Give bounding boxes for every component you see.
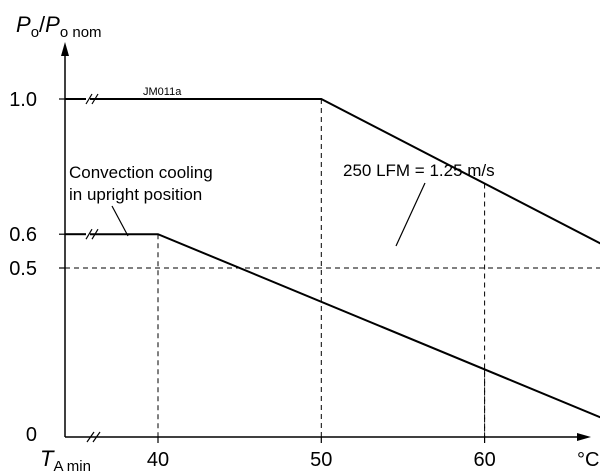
series-1-leader [395,182,426,247]
series-line-1 [90,98,600,245]
y-tick-label: 0.5 [9,258,37,280]
series-break-mark [91,228,99,240]
y-tick-label: 1.0 [9,89,37,111]
series-2-label: Convection cooling [69,163,213,182]
y-tick-label: 0 [26,424,37,446]
x-axis-arrow [577,433,591,441]
y-tick-label: 0.6 [9,224,37,246]
series-break-mark [91,93,99,105]
x-axis-break-mark [86,431,95,443]
x-axis-break-mark [92,431,101,443]
x-tick-label: 40 [147,449,169,471]
y-axis-arrow [61,42,69,56]
series-line-2 [90,233,600,419]
x-axis-unit: °C [577,449,599,471]
x-tick-label: 60 [473,449,495,471]
series-1-label: 250 LFM = 1.25 m/s [343,161,495,180]
figure-code: JM011a [143,86,182,98]
x-tick-label: 50 [310,449,332,471]
y-axis-title: Po/Po nom [16,12,102,41]
x-axis-min-label: TA min [40,446,91,473]
series-2-leader [111,205,129,237]
guide-lines [65,99,600,437]
leader-lines [111,182,426,247]
series-lines [65,93,600,419]
series-break-mark [85,228,93,240]
series-2-label: in upright position [69,185,202,204]
axes [59,42,591,443]
series-break-mark [85,93,93,105]
